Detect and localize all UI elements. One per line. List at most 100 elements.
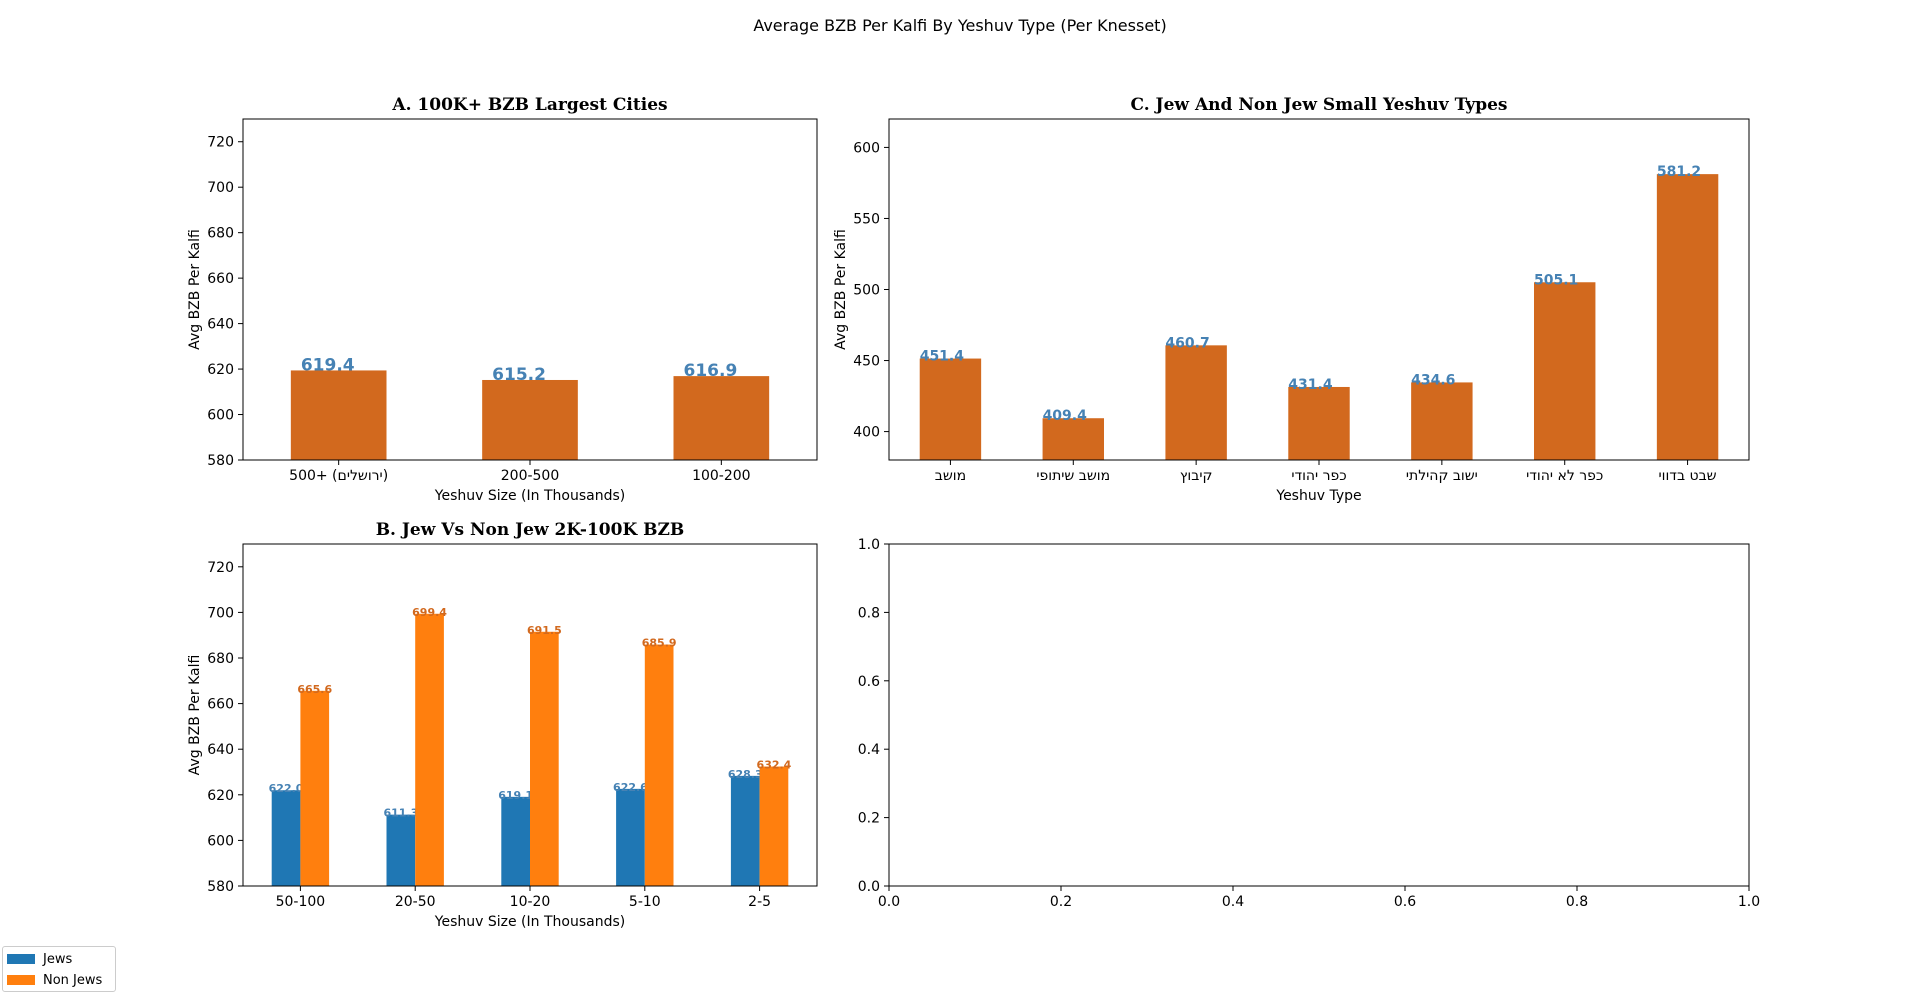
chart-C: C. Jew And Non Jew Small Yeshuv Types 451… — [833, 95, 1750, 504]
y-tick-label: 580 — [207, 453, 234, 469]
bar — [1534, 282, 1596, 460]
bar-value-label: 409.4 — [1043, 408, 1088, 424]
y-tick-label: 500 — [853, 283, 880, 299]
legend-item-jews: Jews — [7, 951, 72, 967]
bar — [1288, 386, 1350, 460]
y-tick-label: 700 — [207, 605, 234, 621]
x-tick-label: 0.2 — [1050, 894, 1072, 910]
bar-value-label: 691.5 — [527, 624, 562, 637]
bar-value-label: 699.4 — [412, 606, 447, 619]
bar — [482, 379, 578, 460]
y-tick-label: 0.0 — [858, 879, 880, 895]
x-tick-label: 0.4 — [1222, 894, 1244, 910]
legend-label-jews: Jews — [43, 951, 73, 967]
bar-value-label: 451.4 — [920, 349, 965, 365]
y-tick-label: 550 — [853, 211, 880, 227]
bar-value-label: 581.2 — [1657, 164, 1701, 180]
bar-value-label: 460.7 — [1165, 335, 1209, 351]
bar-non-jews — [644, 644, 674, 886]
bar-value-label: 632.4 — [757, 759, 792, 772]
bar-jews — [386, 814, 416, 886]
bar-value-label: 431.4 — [1288, 377, 1333, 393]
y-tick-label: 620 — [207, 362, 234, 378]
y-tick-label: 0.2 — [858, 811, 880, 827]
y-tick-label: 1.0 — [858, 537, 880, 553]
y-tick-label: 680 — [207, 651, 234, 667]
bar-jews — [730, 775, 760, 886]
bar-value-label: 505.1 — [1534, 272, 1578, 288]
legend-label-non-jews: Non Jews — [43, 972, 103, 988]
legend-swatch-non-jews — [7, 975, 35, 985]
y-axis-label: Avg BZB Per Kalfi — [187, 655, 203, 776]
x-axis-label: Yeshuv Size (In Thousands) — [434, 914, 625, 930]
x-tick-label: 0.6 — [1394, 894, 1416, 910]
bar-value-label: 622.0 — [269, 782, 304, 795]
bar — [673, 376, 770, 460]
x-tick-label: 0.8 — [1566, 894, 1588, 910]
bar-value-label: 665.6 — [297, 683, 332, 696]
bar-value-label: 611.3 — [383, 807, 418, 820]
axes-frame — [888, 543, 1750, 887]
bar-value-label: 628.3 — [728, 768, 763, 781]
x-tick-label: 2-5 — [748, 894, 771, 910]
x-tick-label: כפר לא יהודי — [1526, 468, 1603, 484]
x-axis-label: Yeshuv Type — [1275, 488, 1361, 504]
x-tick-label: כפר יהודי — [1291, 468, 1346, 484]
chart-A: A. 100K+ BZB Largest Cities 619.4 615.2 616… — [187, 95, 818, 504]
bar-value-label: 615.2 — [492, 365, 546, 385]
bar-value-label: 622.6 — [613, 781, 648, 794]
y-tick-label: 660 — [207, 697, 234, 713]
y-tick-label: 450 — [853, 354, 880, 370]
bar-jews — [271, 790, 301, 886]
bar-non-jews — [759, 766, 789, 886]
y-tick-label: 660 — [207, 271, 234, 287]
bar-non-jews — [300, 690, 330, 886]
y-axis-label: Avg BZB Per Kalfi — [833, 229, 849, 350]
bar — [1042, 418, 1104, 460]
bar-non-jews — [415, 613, 444, 886]
x-tick-label: 10-20 — [510, 894, 551, 910]
chart-D: 0.0 0.2 0.4 0.6 0.8 1.0 0.0 0.2 0.4 0.6 0.8 1.0 — [858, 537, 1760, 910]
y-tick-label: 0.4 — [858, 742, 880, 758]
legend-item-non-jews: Non Jews — [7, 972, 102, 988]
y-tick-label: 640 — [207, 317, 234, 333]
x-tick-label: 1.0 — [1738, 894, 1760, 910]
chart-title: C. Jew And Non Jew Small Yeshuv Types — [1130, 95, 1507, 115]
bar-jews — [616, 788, 645, 886]
y-tick-label: 580 — [207, 879, 234, 895]
y-tick-label: 600 — [207, 408, 234, 424]
bar-jews — [501, 796, 530, 886]
bar-value-label: 685.9 — [642, 637, 677, 650]
y-tick-label: 680 — [207, 226, 234, 242]
bar — [1165, 345, 1227, 460]
y-axis-label: Avg BZB Per Kalfi — [187, 229, 203, 350]
figure-title: Average BZB Per Kalfi By Yeshuv Type (Pe… — [753, 16, 1167, 35]
y-tick-label: 700 — [207, 180, 234, 196]
x-tick-label: ישוב קהילתי — [1406, 468, 1478, 484]
bar — [1411, 382, 1473, 460]
bar — [290, 370, 387, 460]
x-tick-label: 50-100 — [276, 894, 326, 910]
y-tick-label: 0.6 — [858, 674, 880, 690]
bar-non-jews — [530, 631, 559, 886]
x-tick-label: 0.0 — [878, 894, 900, 910]
y-tick-label: 0.8 — [858, 605, 880, 621]
x-tick-label: 100-200 — [692, 468, 751, 484]
y-tick-label: 620 — [207, 788, 234, 804]
legend: Jews Non Jews — [2, 946, 116, 992]
bar — [919, 358, 982, 460]
bar-value-label: 619.1 — [498, 789, 533, 802]
y-tick-label: 600 — [853, 140, 880, 156]
bar-value-label: 619.4 — [301, 355, 355, 375]
x-axis-label: Yeshuv Size (In Thousands) — [434, 488, 625, 504]
chart-B: B. Jew Vs Non Jew 2K-100K BZB 622.0 611.3 6… — [187, 520, 818, 930]
x-tick-label: מושב — [935, 468, 966, 484]
y-tick-label: 600 — [207, 833, 234, 849]
x-tick-label: 5-10 — [629, 894, 661, 910]
x-tick-label: שבט בדווי — [1659, 468, 1717, 484]
bar — [1656, 174, 1719, 460]
x-tick-label: 500+ (ירושלים) — [289, 468, 388, 484]
chart-title: B. Jew Vs Non Jew 2K-100K BZB — [376, 520, 685, 540]
chart-title: A. 100K+ BZB Largest Cities — [391, 95, 667, 115]
